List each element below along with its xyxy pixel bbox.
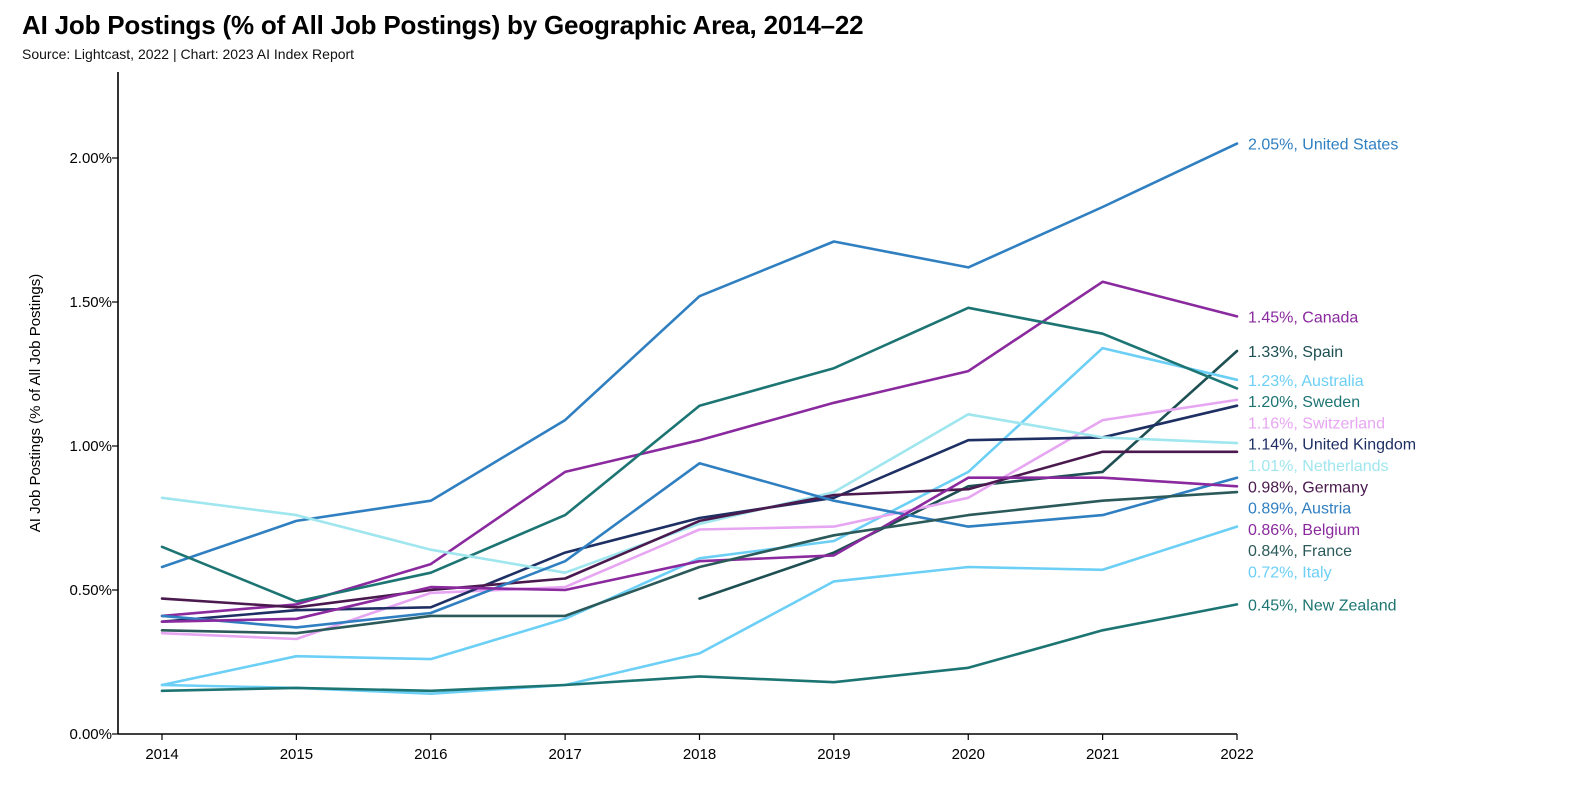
chart-end-labels: 2.05%, United States 1.45%, Canada 1.33%, …	[1248, 137, 1416, 615]
end-label-germany: 0.98%, Germany	[1248, 479, 1368, 496]
series-line-france	[160, 490, 1239, 635]
end-label-france: 0.84%, France	[1248, 543, 1352, 560]
x-tick-label: 2014	[145, 746, 178, 763]
y-tick-label: 1.50%	[69, 294, 112, 311]
series-line-germany	[160, 450, 1239, 609]
x-tick-label: 2017	[548, 746, 581, 763]
series-line-new-zealand	[160, 603, 1239, 693]
y-axis-title: AI Job Postings (% of All Job Postings)	[27, 274, 44, 532]
end-label-switzerland: 1.16%, Switzerland	[1248, 415, 1385, 432]
x-tick-label: 2020	[952, 746, 985, 763]
y-tick-label: 2.00%	[69, 150, 112, 167]
chart-series-lines	[160, 142, 1239, 695]
series-line-belgium	[160, 476, 1239, 623]
end-label-spain: 1.33%, Spain	[1248, 344, 1343, 361]
y-tick-label: 0.50%	[69, 582, 112, 599]
series-line-australia	[160, 346, 1239, 687]
series-line-sweden	[160, 306, 1239, 603]
chart-title: AI Job Postings (% of All Job Postings) …	[22, 10, 864, 40]
end-label-belgium: 0.86%, Belgium	[1248, 522, 1360, 539]
series-line-austria	[160, 462, 1239, 629]
series-line-united-states	[160, 142, 1239, 569]
end-label-italy: 0.72%, Italy	[1248, 564, 1332, 581]
x-tick-label: 2016	[414, 746, 447, 763]
x-tick-label: 2019	[817, 746, 850, 763]
end-label-sweden: 1.20%, Sweden	[1248, 394, 1360, 411]
end-label-canada: 1.45%, Canada	[1248, 309, 1358, 326]
x-tick-label: 2018	[683, 746, 716, 763]
end-label-new-zealand: 0.45%, New Zealand	[1248, 597, 1397, 614]
y-tick-label: 0.00%	[69, 726, 112, 743]
end-label-united-states: 2.05%, United States	[1248, 137, 1398, 154]
series-line-netherlands	[160, 413, 1239, 574]
end-label-austria: 0.89%, Austria	[1248, 501, 1351, 518]
end-label-netherlands: 1.01%, Netherlands	[1248, 458, 1389, 475]
x-tick-label: 2022	[1220, 746, 1253, 763]
y-tick-label: 1.00%	[69, 438, 112, 455]
chart-subtitle: Source: Lightcast, 2022 | Chart: 2023 AI…	[22, 46, 355, 62]
chart-axes: 0.00% 0.50% 1.00% 1.50% 2.00% 2014 2015 2016 201…	[27, 72, 1254, 763]
series-line-united-kingdom	[160, 404, 1239, 623]
x-tick-label: 2021	[1086, 746, 1119, 763]
end-label-australia: 1.23%, Australia	[1248, 373, 1364, 390]
series-line-spain	[698, 349, 1239, 600]
x-tick-label: 2015	[280, 746, 313, 763]
end-label-united-kingdom: 1.14%, United Kingdom	[1248, 437, 1416, 454]
